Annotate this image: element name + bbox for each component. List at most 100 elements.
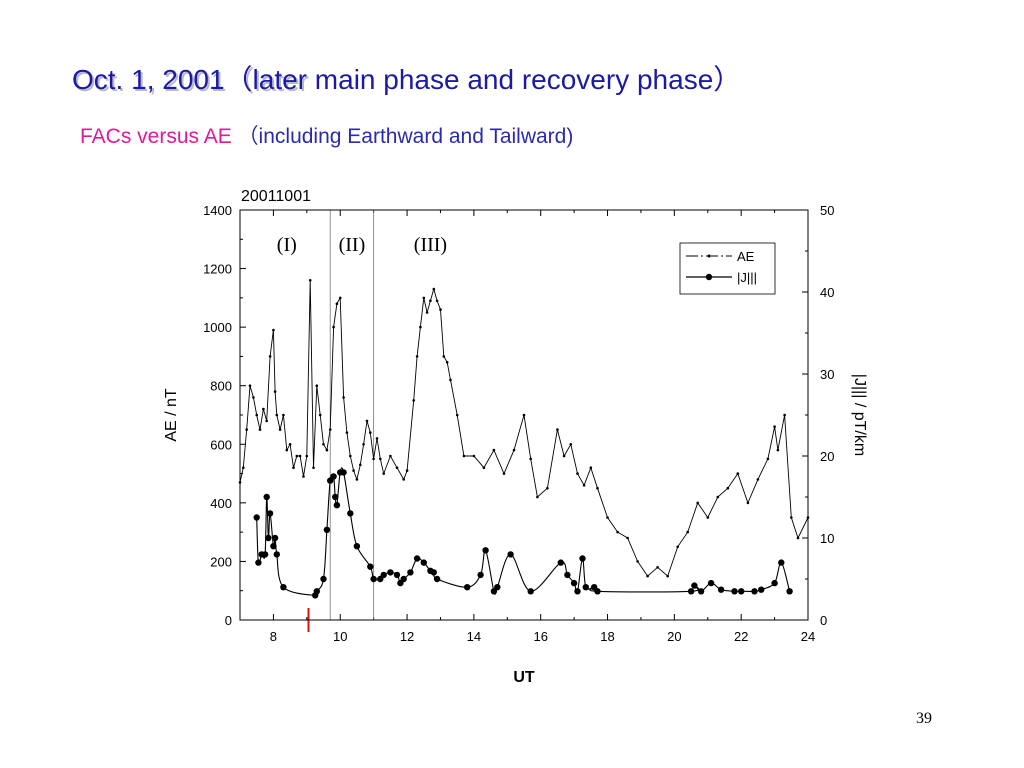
slide-title-rest: main phase and recovery phase） bbox=[307, 64, 742, 95]
slide-subtitle: FACs versus AE （including Earthward and … bbox=[80, 120, 573, 150]
point-ae bbox=[305, 454, 309, 458]
point-ae bbox=[282, 413, 285, 417]
point-ae bbox=[365, 419, 369, 423]
point-j bbox=[477, 571, 484, 579]
plot-frame bbox=[239, 209, 809, 621]
point-j bbox=[273, 551, 280, 558]
point-ae bbox=[429, 299, 432, 303]
point-j bbox=[253, 514, 260, 521]
point-ae bbox=[288, 443, 292, 446]
x-tick-label: 20 bbox=[667, 629, 681, 644]
point-j bbox=[582, 584, 589, 591]
x-tick-label: 16 bbox=[533, 629, 547, 644]
point-j bbox=[687, 588, 695, 595]
y-right-tick-label: 50 bbox=[820, 203, 834, 218]
point-ae bbox=[278, 428, 282, 431]
point-ae bbox=[412, 399, 416, 402]
point-j bbox=[564, 571, 571, 579]
point-ae bbox=[576, 472, 579, 475]
point-ae bbox=[389, 454, 392, 458]
point-ae bbox=[298, 454, 302, 458]
x-tick-label: 22 bbox=[734, 629, 748, 644]
point-ae bbox=[582, 484, 586, 487]
point-ae bbox=[335, 302, 339, 306]
point-ae bbox=[596, 486, 599, 490]
point-ae bbox=[686, 530, 689, 534]
point-ae bbox=[328, 428, 332, 431]
point-ae bbox=[432, 287, 436, 291]
legend-marker-j bbox=[705, 273, 713, 281]
point-j bbox=[400, 575, 407, 583]
y-right-tick-label: 40 bbox=[820, 285, 834, 300]
y-right-tick-label: 30 bbox=[820, 367, 834, 382]
x-tick-label: 12 bbox=[400, 629, 414, 644]
point-j bbox=[778, 559, 785, 566]
y-right-axis-label: |J||| / pT/km bbox=[851, 374, 868, 456]
point-ae bbox=[783, 413, 786, 417]
point-j bbox=[433, 575, 441, 583]
point-ae bbox=[676, 545, 679, 549]
point-ae bbox=[606, 516, 609, 519]
point-j bbox=[464, 584, 471, 591]
point-ae bbox=[295, 454, 299, 458]
y-left-tick-label: 200 bbox=[210, 554, 232, 569]
point-j bbox=[707, 579, 715, 587]
point-j bbox=[494, 584, 501, 591]
x-tick-label: 8 bbox=[270, 629, 277, 644]
point-ae bbox=[626, 536, 629, 540]
point-j bbox=[717, 586, 725, 593]
point-ae bbox=[716, 495, 720, 499]
point-ae bbox=[355, 478, 359, 481]
point-ae bbox=[646, 574, 649, 578]
point-ae bbox=[265, 419, 269, 423]
point-j bbox=[330, 473, 337, 480]
point-ae bbox=[272, 328, 275, 332]
point-ae bbox=[402, 478, 406, 481]
point-ae bbox=[285, 448, 289, 452]
point-ae bbox=[292, 466, 295, 470]
point-ae bbox=[656, 566, 659, 569]
y-right-tick-label: 10 bbox=[820, 531, 834, 546]
point-j bbox=[313, 588, 320, 595]
point-j bbox=[731, 588, 738, 595]
phase-label: (I) bbox=[277, 234, 297, 256]
point-ae bbox=[546, 486, 549, 490]
point-j bbox=[507, 551, 514, 558]
point-ae bbox=[315, 384, 319, 388]
point-ae bbox=[318, 413, 322, 417]
point-ae bbox=[425, 311, 429, 314]
point-ae bbox=[492, 448, 496, 452]
point-ae bbox=[405, 469, 409, 472]
point-j bbox=[751, 588, 758, 595]
point-j bbox=[758, 586, 765, 593]
point-j bbox=[738, 588, 745, 595]
point-j bbox=[413, 555, 421, 562]
x-axis-label: UT bbox=[513, 669, 535, 686]
point-j bbox=[393, 571, 401, 579]
legend-marker-ae bbox=[707, 254, 711, 258]
point-ae bbox=[275, 413, 279, 417]
point-ae bbox=[369, 431, 372, 434]
point-ae bbox=[502, 472, 506, 475]
point-ae bbox=[248, 384, 252, 388]
x-tick-label: 18 bbox=[600, 629, 614, 644]
point-ae bbox=[345, 431, 349, 434]
y-left-tick-label: 400 bbox=[210, 496, 232, 511]
phase-label: (II) bbox=[339, 234, 366, 256]
point-ae bbox=[472, 454, 476, 458]
point-j bbox=[266, 510, 274, 517]
point-j bbox=[323, 526, 331, 533]
point-ae bbox=[482, 466, 486, 470]
point-ae bbox=[512, 448, 516, 452]
point-ae bbox=[342, 396, 345, 399]
point-ae bbox=[395, 466, 399, 470]
point-ae bbox=[268, 355, 272, 358]
legend-box bbox=[679, 242, 776, 295]
point-ae bbox=[706, 516, 710, 519]
point-ae bbox=[462, 454, 466, 458]
point-ae bbox=[419, 325, 422, 329]
point-ae bbox=[415, 355, 419, 358]
point-ae bbox=[529, 457, 532, 461]
subtitle-including: （including Earthward and Tailward) bbox=[237, 125, 574, 148]
point-ae bbox=[379, 457, 382, 461]
